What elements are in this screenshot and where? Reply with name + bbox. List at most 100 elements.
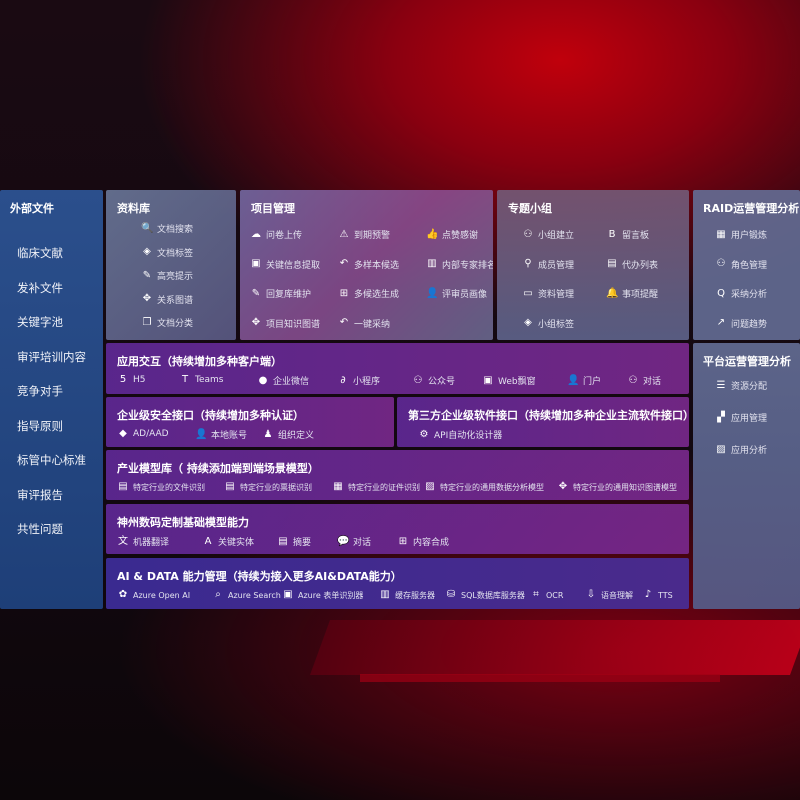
- chat-icon: 💬: [337, 535, 350, 547]
- project-item[interactable]: ⊞ 多候选生成: [338, 287, 399, 301]
- panel-title: 资料库: [117, 202, 150, 215]
- app-item[interactable]: ● 企业微信: [257, 374, 310, 388]
- platform-item[interactable]: ☰ 资源分配: [715, 379, 768, 393]
- bbs-icon: B: [608, 228, 616, 240]
- app-item[interactable]: 5 H5: [117, 374, 146, 386]
- industry-item[interactable]: ▨ 特定行业的通用数据分析模型: [424, 481, 544, 493]
- topic-item[interactable]: ▤ 代办列表: [606, 258, 658, 271]
- panel-title: RAID运营管理分析: [703, 202, 800, 215]
- item-label: 对话: [643, 377, 662, 387]
- item-label: 企业微信: [273, 377, 310, 387]
- item-label: 应用分析: [731, 446, 768, 456]
- base-item[interactable]: 文机器翻译: [117, 535, 169, 549]
- sidebar-item[interactable]: 标管中心标准: [17, 453, 86, 467]
- sidebar-item[interactable]: 竞争对手: [17, 384, 63, 398]
- project-item[interactable]: ▥ 内部专家排名: [426, 258, 493, 271]
- base-item[interactable]: ⊞ 内容合成: [397, 535, 450, 549]
- raid-item[interactable]: ⚇ 角色管理: [715, 258, 768, 271]
- base-item[interactable]: A 关键实体: [202, 535, 254, 549]
- sidebar-item[interactable]: 审评报告: [17, 487, 63, 502]
- item-label: 特定行业的票据识别: [240, 482, 312, 492]
- sidebar-item[interactable]: 临床文献: [17, 246, 63, 260]
- project-item[interactable]: ↶ 一键采纳: [338, 317, 390, 330]
- topic-item[interactable]: ⚇ 小组建立: [522, 228, 575, 242]
- topic-item[interactable]: ◈ 小组标签: [522, 317, 574, 330]
- base-item[interactable]: ▤ 摘要: [277, 535, 311, 549]
- item-label: 组织定义: [278, 431, 315, 441]
- library-panel: 资料库 🔍 文档搜索 ◈ 文档标签 ✎ 高亮提示 ✥ 关系图谱 ❐ 文档分类: [106, 190, 236, 340]
- raid-item[interactable]: ▦ 用户锻炼: [715, 228, 767, 242]
- gear-icon: ⚙: [419, 428, 429, 440]
- item-label: 文档标签: [157, 248, 194, 259]
- item-label: 小程序: [353, 377, 381, 387]
- app-item[interactable]: 👤 门户: [567, 374, 601, 388]
- ai-item[interactable]: ⛁ SQL数据库服务器: [445, 589, 525, 601]
- raid-item[interactable]: ↗ 问题趋势: [715, 317, 767, 330]
- app-item[interactable]: T Teams: [179, 374, 224, 386]
- library-item[interactable]: ❐ 文档分类: [141, 316, 194, 330]
- library-item[interactable]: ◈ 文档标签: [141, 246, 193, 259]
- project-item[interactable]: ▣ 关键信息提取: [250, 258, 320, 271]
- ai-item[interactable]: ✿ Azure Open AI: [117, 589, 190, 601]
- tts-icon: ♪: [644, 589, 652, 600]
- security-item[interactable]: 👤 本地账号: [195, 428, 247, 442]
- ai-item[interactable]: ⌗ OCR: [530, 589, 563, 601]
- html5-icon: 5: [119, 374, 127, 385]
- project-item[interactable]: ✎ 回复库维护: [250, 287, 311, 301]
- item-label: Teams: [195, 375, 224, 385]
- project-item[interactable]: ✥ 项目知识图谱: [250, 317, 320, 330]
- base-item[interactable]: 💬 对话: [337, 535, 371, 549]
- project-item[interactable]: ↶ 多样本候选: [338, 258, 399, 271]
- industry-item[interactable]: ▤ 特定行业的文件识别: [117, 481, 205, 493]
- industry-item[interactable]: ✥ 特定行业的通用知识图谱模型: [557, 481, 677, 493]
- project-item[interactable]: ☁ 问卷上传: [250, 228, 302, 242]
- sidebar-item[interactable]: 指导原则: [17, 418, 63, 433]
- ad-icon: ◆: [119, 428, 127, 439]
- ai-item[interactable]: ▣ Azure 表单识别器: [282, 589, 363, 601]
- sidebar-item[interactable]: 关键字池: [17, 315, 63, 329]
- ai-item[interactable]: ⇩ 语音理解: [585, 589, 633, 601]
- item-label: 代办列表: [622, 260, 659, 271]
- panel-title: 应用交互（持续增加多种客户端）: [117, 355, 282, 368]
- sidebar-item[interactable]: 共性问题: [17, 522, 63, 536]
- library-item[interactable]: ✥ 关系图谱: [141, 293, 193, 306]
- app-item[interactable]: ⚇ 公众号: [412, 374, 456, 388]
- project-item[interactable]: ⚠ 到期预警: [338, 228, 391, 242]
- ai-item[interactable]: ▥ 缓存服务器: [379, 589, 435, 601]
- app-item[interactable]: ▣ Web飘窗: [482, 374, 535, 388]
- topic-item[interactable]: ▭ 资料管理: [522, 287, 574, 301]
- project-item[interactable]: 👍 点赞感谢: [426, 228, 478, 242]
- security-item[interactable]: ◆ AD/AAD: [117, 428, 168, 440]
- project-panel: 项目管理 ☁ 问卷上传 ⚠ 到期预警 👍 点赞感谢 ▣ 关键信息提取 ↶ 多样本候选 ▥ 内部专家排名 ✎…: [240, 190, 493, 340]
- industry-item[interactable]: ▤ 特定行业的票据识别: [224, 481, 312, 493]
- item-label: 事项提醒: [622, 290, 659, 300]
- library-item[interactable]: ✎ 高亮提示: [141, 269, 193, 283]
- app-item[interactable]: ∂ 小程序: [337, 374, 381, 388]
- security-item[interactable]: ♟ 组织定义: [262, 428, 315, 442]
- project-item[interactable]: 👤 评审员画像: [426, 287, 487, 301]
- item-label: 特定行业的文件识别: [133, 482, 205, 492]
- chart-icon: ▨: [716, 443, 726, 455]
- app-item[interactable]: ⚇ 对话: [627, 374, 662, 388]
- panel-title: 项目管理: [251, 202, 295, 215]
- platform-item[interactable]: ▞ 应用管理: [715, 411, 767, 425]
- item-label: 内容合成: [413, 538, 450, 548]
- external-files-panel: 外部文件 临床文献 发补文件 关键字池 审评培训内容 竞争对手 指导原则 标管中心标准 审评报…: [0, 190, 103, 609]
- sidebar-item[interactable]: 审评培训内容: [17, 349, 86, 364]
- ai-item[interactable]: ⌕ Azure Search: [212, 589, 281, 601]
- topic-item[interactable]: ⚲ 成员管理: [522, 258, 574, 271]
- item-label: Azure Open AI: [133, 590, 191, 600]
- cloud-upload-icon: ☁: [251, 228, 261, 240]
- sidebar-item[interactable]: 发补文件: [17, 280, 63, 295]
- thirdparty-item[interactable]: ⚙ API自动化设计器: [418, 428, 503, 442]
- base-model-panel: 神州数码定制基础模型能力文机器翻译 A 关键实体 ▤ 摘要 💬 对话 ⊞ 内容合成: [106, 504, 689, 554]
- third-party-interface-panel: 第三方企业级软件接口（持续增加多种企业主流软件接口） ⚙ API自动化设计器: [397, 397, 689, 447]
- platform-item[interactable]: ▨ 应用分析: [715, 443, 768, 457]
- item-label: 小组建立: [538, 231, 575, 241]
- industry-item[interactable]: ▦ 特定行业的证件识别: [332, 481, 420, 493]
- raid-item[interactable]: Q 采纳分析: [715, 287, 767, 301]
- topic-item[interactable]: 🔔 事项提醒: [606, 287, 659, 301]
- library-item[interactable]: 🔍 文档搜索: [141, 222, 193, 236]
- ai-item[interactable]: ♪ TTS: [642, 589, 673, 601]
- topic-item[interactable]: B 留言板: [606, 228, 649, 242]
